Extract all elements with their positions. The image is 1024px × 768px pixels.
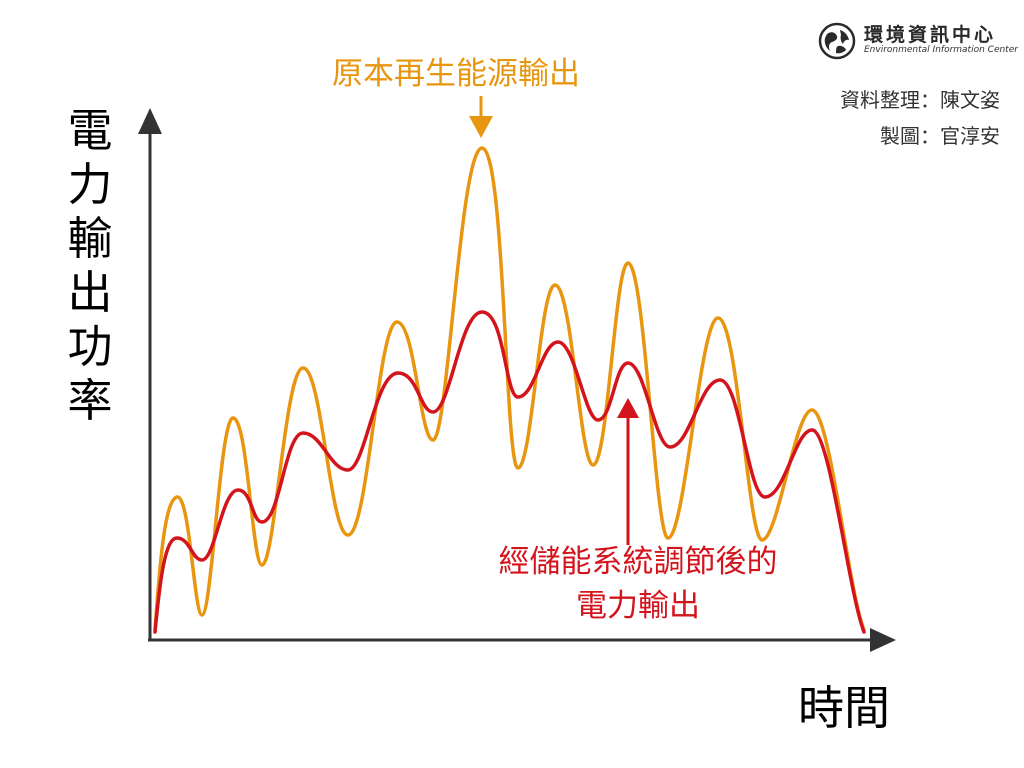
org-brand: 環境資訊中心 Environmental Information Center bbox=[818, 18, 1018, 60]
x-axis-label: 時間 bbox=[798, 681, 890, 735]
globe-icon bbox=[818, 22, 856, 60]
org-subtitle: Environmental Information Center bbox=[864, 45, 1018, 55]
y-axis-arrowhead bbox=[138, 108, 162, 134]
regulated-output-label-line1: 經儲能系統調節後的 bbox=[498, 544, 778, 580]
original-output-label: 原本再生能源輸出 bbox=[332, 56, 580, 92]
credit-drawing: 製圖：官淳安 bbox=[880, 124, 1000, 148]
credit-data: 資料整理：陳文姿 bbox=[840, 88, 1000, 112]
org-name: 環境資訊中心 bbox=[864, 24, 997, 46]
regulated-output-label: 經儲能系統調節後的 電力輸出 bbox=[448, 540, 828, 628]
regulated-output-curve bbox=[153, 310, 866, 634]
regulated-output-arrowhead bbox=[617, 398, 639, 418]
y-axis-label: 電力輸出功率 bbox=[67, 104, 113, 427]
original-output-arrowhead bbox=[469, 116, 493, 138]
x-axis-arrowhead bbox=[870, 628, 896, 652]
regulated-output-label-line2: 電力輸出 bbox=[576, 588, 700, 624]
original-output-curve bbox=[153, 146, 866, 632]
